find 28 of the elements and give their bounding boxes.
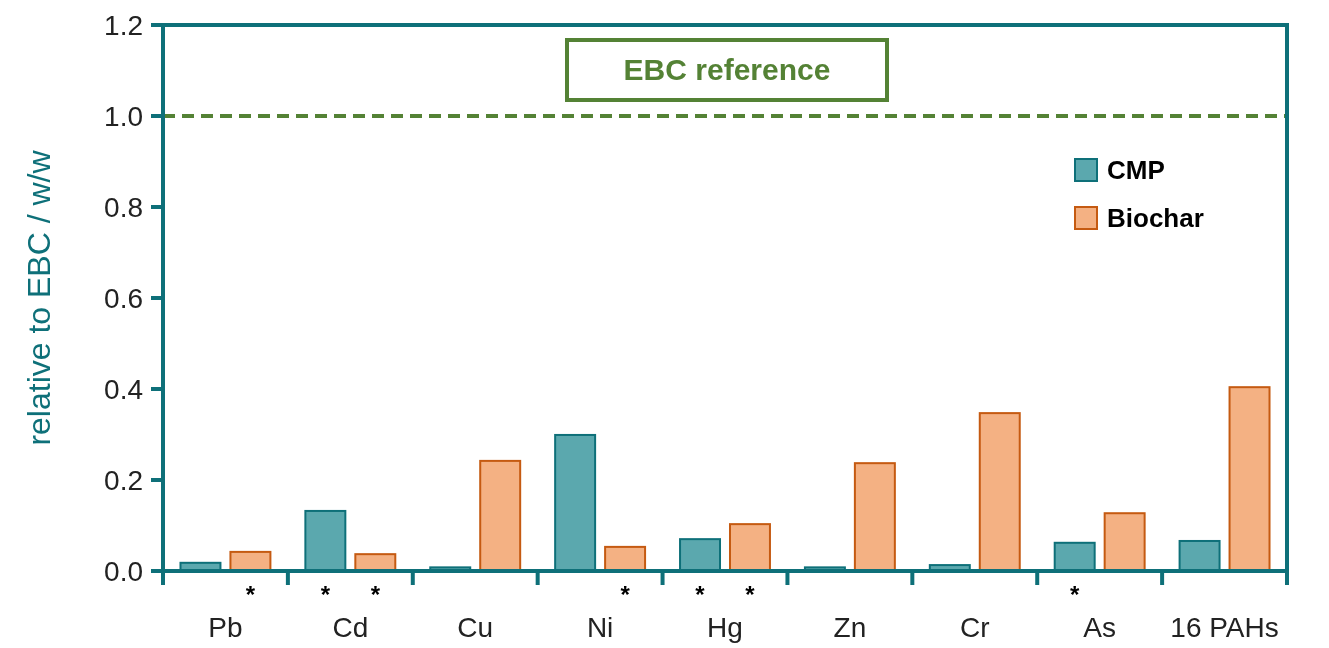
label-frame: EBC reference xyxy=(565,38,889,102)
data-label: * xyxy=(370,581,381,608)
x-tick-label: Pb xyxy=(208,612,243,643)
x-tick-label: Zn xyxy=(833,612,867,643)
data-label: * xyxy=(320,581,331,608)
y-tick-label: 1.2 xyxy=(104,9,143,41)
y-tick-label: 0.2 xyxy=(104,464,143,496)
x-tick-label: Ni xyxy=(586,612,614,643)
data-label: * xyxy=(745,581,756,608)
data-label: * xyxy=(245,581,256,608)
y-tick-label: 0.4 xyxy=(104,373,143,405)
legend-label: Biochar xyxy=(1107,203,1204,234)
y-tick-label: 0.6 xyxy=(104,282,143,314)
y-tick-label: 1.0 xyxy=(104,100,143,132)
x-tick-label: 16 PAHs xyxy=(1170,612,1279,643)
y-tick-label: 0.0 xyxy=(104,555,143,587)
x-tick-label: As xyxy=(1083,612,1117,643)
ref-line-label: EBC reference xyxy=(623,53,831,86)
data-label: * xyxy=(1070,581,1081,608)
data-label: * xyxy=(620,581,631,608)
data-label: * xyxy=(695,581,706,608)
x-tick-label: Cu xyxy=(457,612,494,643)
x-tick-label: Cd xyxy=(332,612,369,643)
y-tick-label: 0.8 xyxy=(104,191,143,223)
x-tick-label: Hg xyxy=(707,612,743,643)
x-tick-label: Cr xyxy=(960,612,990,643)
legend-label: CMP xyxy=(1107,155,1165,186)
y-axis-title: relative to EBC / w/w xyxy=(21,149,57,446)
